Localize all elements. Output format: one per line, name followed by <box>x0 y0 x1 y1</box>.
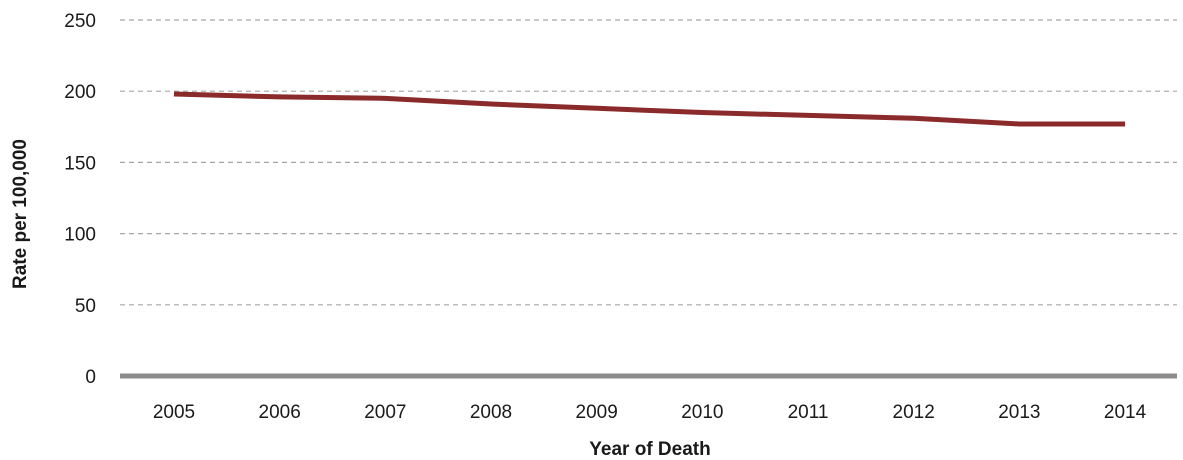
x-tick-label: 2009 <box>576 402 618 423</box>
x-axis-tick-labels: 2005 2006 2007 2008 2009 2010 2011 2012 2013 2014 <box>153 402 1147 423</box>
x-tick-label: 2012 <box>893 402 935 423</box>
x-tick-label: 2006 <box>259 402 301 423</box>
y-tick-label: 200 <box>64 82 96 103</box>
y-axis-title: Rate per 100,000 <box>10 139 31 289</box>
x-tick-label: 2005 <box>153 402 195 423</box>
x-tick-label: 2007 <box>364 402 406 423</box>
y-tick-label: 50 <box>75 296 96 317</box>
x-tick-label: 2011 <box>788 402 829 423</box>
x-tick-label: 2008 <box>470 402 512 423</box>
gridlines <box>120 19 1177 379</box>
y-tick-label: 0 <box>85 367 96 388</box>
x-tick-label: 2010 <box>681 402 723 423</box>
y-tick-label: 150 <box>64 153 96 174</box>
x-tick-label: 2014 <box>1104 402 1147 423</box>
series-line <box>173 91 1126 127</box>
x-tick-label: 2013 <box>998 402 1040 423</box>
x-axis-title: Year of Death <box>589 439 710 460</box>
y-tick-label: 250 <box>64 11 96 32</box>
y-axis-tick-labels: 0 50 100 150 200 250 <box>64 11 96 388</box>
y-tick-label: 100 <box>64 225 96 246</box>
series-lines <box>173 91 1126 127</box>
